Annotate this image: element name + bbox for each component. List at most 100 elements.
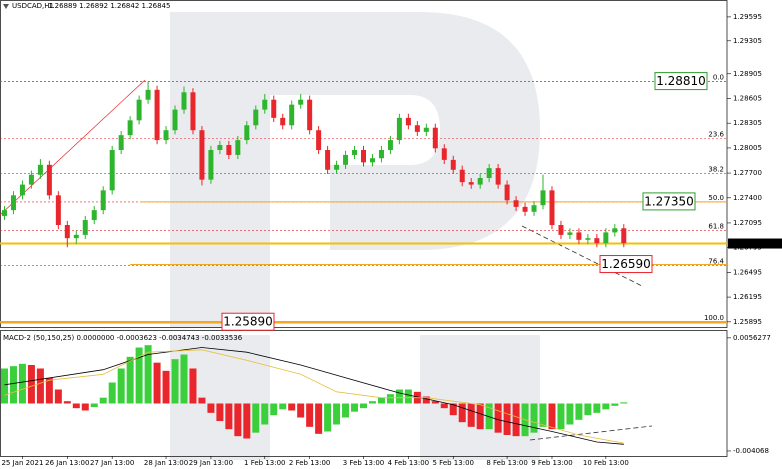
macd-title: MACD-2 (50,150,25) 0.0000000 -0.0003623 …: [3, 334, 243, 342]
x-tick-label: 2 Feb 13:00: [289, 459, 330, 467]
macd-bar: [99, 397, 107, 404]
macd-bar: [377, 397, 385, 404]
macd-bar: [593, 403, 601, 413]
candle-body: [414, 125, 420, 132]
macd-bar: [36, 368, 44, 404]
macd-bar: [386, 394, 394, 404]
candle-body: [495, 168, 501, 185]
symbol-icon: [3, 4, 9, 9]
macd-bar: [467, 403, 475, 427]
x-tick-label: 4 Feb 13:00: [388, 459, 429, 467]
macd-bar: [9, 366, 17, 404]
price-box-label: 1.25890: [223, 315, 273, 329]
macd-bar: [557, 403, 565, 430]
x-tick-label: 8 Feb 13:00: [486, 459, 527, 467]
macd-bar: [117, 368, 125, 404]
fib-label: 50.0: [708, 194, 724, 202]
y-tick-label: 1.28305: [733, 119, 762, 127]
macd-bar: [566, 403, 574, 425]
macd-bar: [512, 403, 520, 437]
x-tick-label: 5 Feb 13:00: [433, 459, 474, 467]
macd-bar: [171, 359, 179, 404]
chart-title: USDCAD,H1: [12, 2, 54, 10]
macd-bar: [324, 403, 332, 432]
macd-line: [4, 349, 624, 444]
y-tick-label: 1.29595: [733, 13, 762, 21]
candle-body: [325, 149, 331, 170]
macd-bar: [333, 403, 341, 425]
candle-body: [450, 159, 456, 170]
candle-body: [46, 164, 52, 196]
ohlc-header: 1.26889 1.26892 1.26842 1.26845: [48, 2, 170, 10]
x-tick-label: 1 Feb 13:00: [244, 459, 285, 467]
macd-bar: [440, 403, 448, 409]
candle-body: [585, 238, 591, 240]
macd-bar: [360, 403, 367, 409]
candle-body: [226, 145, 232, 155]
candle-body: [253, 109, 259, 126]
candle-body: [352, 149, 358, 155]
candle-body: [603, 232, 609, 244]
candle-body: [271, 99, 277, 118]
macd-bar: [54, 389, 62, 404]
candle-body: [558, 224, 564, 235]
macd-bar: [297, 403, 305, 418]
macd-bar: [27, 365, 35, 404]
macd-bar: [368, 401, 376, 404]
candle-body: [513, 200, 519, 207]
macd-bar: [404, 389, 412, 404]
macd-bar: [81, 403, 89, 411]
candle-body: [199, 130, 205, 180]
macd-bar: [494, 403, 502, 433]
candle-body: [459, 169, 465, 183]
candle-body: [154, 89, 160, 141]
macd-bar: [620, 402, 628, 404]
x-tick-label: 10 Feb 13:00: [583, 459, 629, 467]
macd-bar: [584, 403, 592, 416]
candle-body: [181, 92, 187, 110]
macd-bar: [45, 377, 53, 404]
current-price-tag: [728, 238, 782, 249]
x-tick-label: 28 Jan 13:00: [144, 459, 188, 467]
y-tick-label: 1.26495: [733, 268, 762, 276]
price-label-box: 1.26590: [599, 255, 653, 274]
macd-bar: [458, 403, 466, 423]
candle-body: [504, 184, 510, 201]
candle-body: [343, 154, 349, 165]
macd-bar: [189, 368, 197, 404]
fib-label: 76.4: [708, 257, 724, 265]
macd-bar: [485, 403, 493, 430]
candle-body: [369, 158, 375, 163]
y-tick-label: 1.25895: [733, 318, 762, 326]
price-label-box: 1.25890: [221, 312, 275, 331]
price-label-box: 1.27350: [642, 192, 696, 211]
candle-body: [316, 130, 322, 150]
macd-bar: [342, 403, 350, 418]
candle-body: [118, 135, 124, 150]
macd-bar: [279, 403, 287, 410]
candle-body: [576, 232, 582, 240]
macd-bar: [153, 362, 161, 404]
candle-body: [244, 125, 250, 141]
candle-body: [235, 140, 241, 155]
candle-body: [10, 195, 16, 211]
macd-bar: [207, 403, 215, 413]
candle-body: [1, 210, 7, 216]
candle-body: [594, 238, 600, 244]
candle-body: [37, 164, 43, 175]
y-tick-label: 1.29305: [733, 37, 762, 45]
candle-body: [28, 174, 34, 185]
fib-label: 100.0: [704, 314, 724, 322]
candle-body: [522, 206, 528, 212]
macd-bar: [270, 403, 278, 416]
macd-bar: [539, 403, 547, 427]
candle-body: [486, 168, 492, 179]
candle-body: [612, 228, 618, 233]
candle-body: [217, 145, 223, 150]
macd-bar: [602, 403, 610, 410]
candle-body: [208, 149, 214, 180]
macd-bar: [431, 401, 439, 404]
macd-bar: [243, 403, 251, 439]
candle-body: [298, 99, 304, 105]
